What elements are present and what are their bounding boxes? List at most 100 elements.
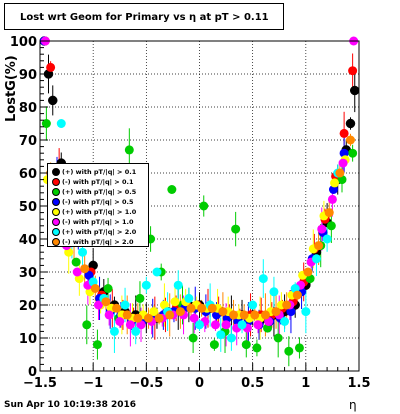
legend-label: (+) with pT/|q| > 1.0 — [62, 208, 137, 216]
title-box: Lost wrt Geom for Primary vs η at pT > 0… — [4, 3, 284, 30]
data-point — [84, 270, 94, 280]
data-point — [103, 284, 113, 293]
data-point — [120, 300, 130, 310]
data-point — [301, 307, 311, 317]
data-point — [326, 221, 336, 231]
data-point — [221, 320, 231, 330]
x-tick-label: 0.5 — [241, 376, 264, 391]
data-point — [348, 66, 358, 76]
y-tick-label: 40 — [19, 233, 37, 248]
data-point — [72, 267, 82, 277]
legend-marker — [52, 238, 60, 246]
legend-entry: (+) with pT/|q| > 0.1 — [48, 167, 148, 177]
data-point — [303, 267, 313, 277]
data-point — [115, 317, 125, 326]
y-tick-label: 70 — [19, 134, 37, 149]
data-point — [71, 257, 81, 267]
data-point — [209, 340, 219, 350]
legend-entry: (+) with pT/|q| > 1.0 — [48, 207, 148, 217]
data-point — [260, 310, 270, 320]
data-point — [231, 224, 241, 234]
data-point — [210, 320, 220, 330]
data-point — [173, 280, 183, 290]
y-tick-label: 10 — [19, 332, 37, 347]
data-point — [322, 234, 332, 244]
data-point — [195, 320, 204, 330]
data-point — [314, 241, 324, 251]
legend-label: (-) with pT/|q| > 0.1 — [62, 178, 134, 186]
legend-entry: (-) with pT/|q| > 0.1 — [48, 177, 148, 187]
y-tick-label: 20 — [19, 299, 37, 314]
data-point — [330, 178, 340, 188]
data-point — [109, 326, 119, 336]
data-point — [328, 185, 338, 194]
data-point — [141, 280, 151, 290]
data-point — [253, 320, 263, 330]
data-point — [124, 145, 134, 155]
datestamp: Sun Apr 10 10:19:38 2016 — [4, 400, 137, 410]
data-point — [258, 274, 268, 284]
data-point — [170, 297, 180, 307]
data-point — [284, 346, 294, 356]
data-point — [269, 287, 279, 297]
data-point — [292, 290, 302, 300]
x-tick-label: −1 — [83, 376, 103, 391]
x-tick-label: −1.5 — [23, 376, 57, 391]
data-point — [93, 300, 103, 310]
x-axis-label: η — [349, 398, 357, 412]
data-point — [282, 300, 292, 310]
y-tick-label: 50 — [19, 200, 37, 215]
x-tick-label: 1.5 — [347, 376, 370, 391]
data-point — [241, 340, 251, 350]
data-point — [218, 307, 228, 317]
legend-marker — [52, 178, 60, 186]
data-point — [175, 307, 185, 317]
y-tick-label: 0 — [28, 365, 37, 380]
data-point — [165, 310, 175, 320]
legend-marker — [52, 228, 60, 236]
data-point — [184, 293, 194, 303]
legend-marker — [52, 168, 60, 176]
legend-entry: (-) with pT/|q| > 2.0 — [48, 237, 148, 247]
data-point — [112, 303, 122, 313]
data-point — [131, 326, 141, 336]
data-point — [345, 118, 356, 129]
data-point — [56, 119, 66, 128]
legend-entry: (+) with pT/|q| > 2.0 — [48, 227, 148, 237]
data-point — [338, 158, 348, 168]
legend-entry: (-) with pT/|q| > 0.5 — [48, 197, 148, 207]
y-tick-label: 90 — [19, 68, 37, 83]
data-point — [46, 62, 56, 72]
data-point — [286, 307, 296, 317]
data-point — [90, 284, 100, 293]
legend-marker — [52, 208, 60, 216]
data-point — [41, 119, 51, 128]
data-point — [345, 135, 355, 145]
data-point — [199, 201, 209, 211]
data-point — [48, 95, 58, 106]
data-point — [82, 320, 92, 330]
data-point — [149, 307, 159, 317]
data-point — [250, 310, 260, 320]
data-point — [324, 208, 334, 218]
data-point — [271, 307, 281, 317]
data-point — [197, 303, 207, 313]
data-point — [273, 333, 283, 343]
legend-label: (+) with pT/|q| > 0.1 — [62, 168, 137, 176]
data-point — [152, 267, 162, 277]
legend-entry: (-) with pT/|q| > 1.0 — [48, 217, 148, 227]
data-point — [237, 320, 247, 330]
data-point — [122, 310, 132, 320]
data-point — [188, 333, 198, 343]
data-point — [186, 303, 196, 313]
data-point — [167, 185, 177, 194]
legend-label: (+) with pT/|q| > 2.0 — [62, 228, 137, 236]
legend-label: (-) with pT/|q| > 2.0 — [62, 238, 134, 246]
axes: −1.5 −1 −0.5 0 0.5 1 1.5 0 10 20 30 40 50 60 70 80 90 100 — [10, 35, 371, 391]
data-point — [248, 300, 258, 310]
data-point — [207, 303, 217, 313]
legend-entry: (+) with pT/|q| > 0.5 — [48, 187, 148, 197]
data-point — [104, 310, 114, 320]
data-point — [101, 297, 111, 307]
data-point — [135, 293, 145, 303]
